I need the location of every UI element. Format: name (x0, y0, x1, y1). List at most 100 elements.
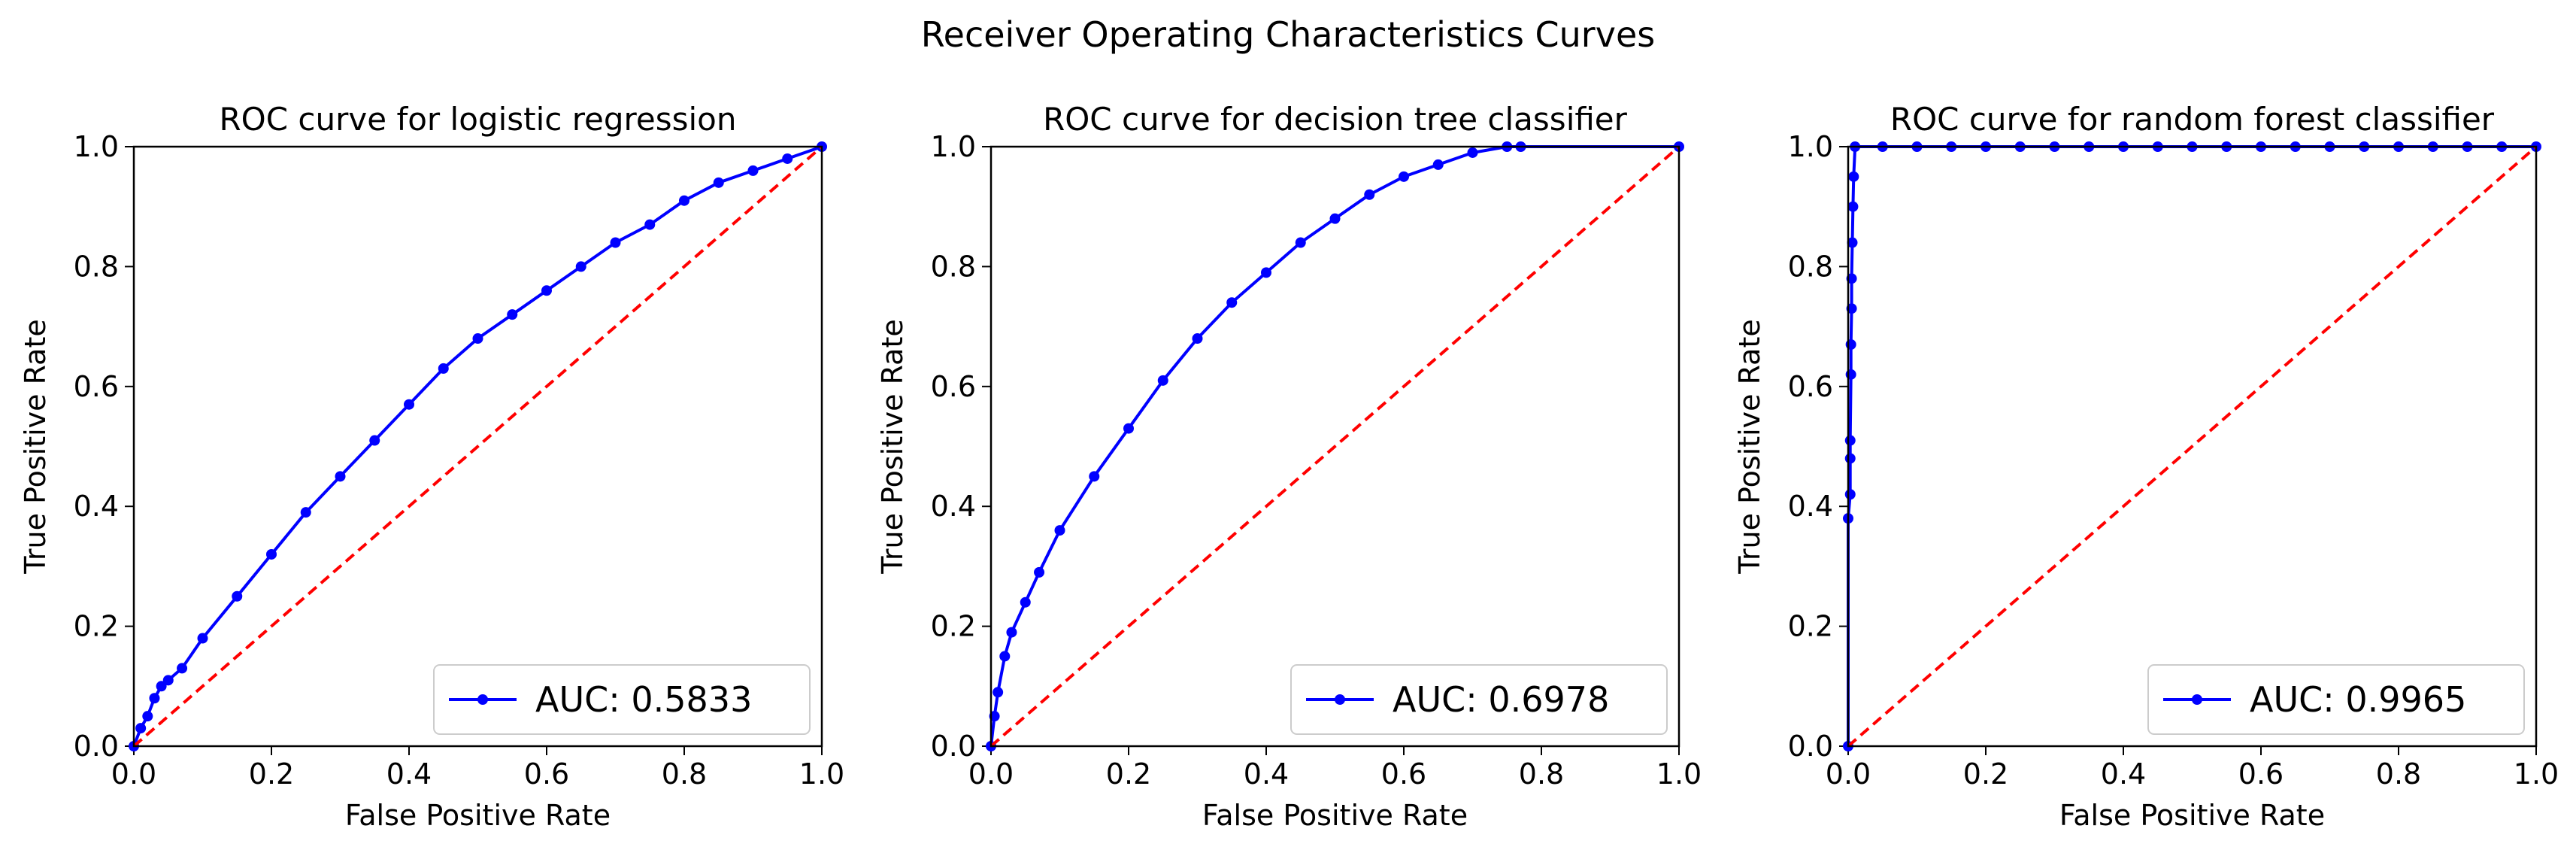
legend-label: AUC: 0.6978 (1393, 679, 1609, 720)
roc-point (1261, 267, 1271, 278)
roc-point (1847, 237, 1858, 248)
x-tick-label: 0.6 (2238, 757, 2284, 791)
x-tick-label: 0.2 (1106, 757, 1151, 791)
roc-point (156, 681, 167, 692)
roc-point (1192, 333, 1203, 345)
x-tick-label: 0.0 (968, 757, 1014, 791)
legend: AUC: 0.9965 (2147, 664, 2525, 735)
roc-point (1054, 525, 1065, 536)
legend: AUC: 0.6978 (1290, 664, 1668, 735)
x-tick-label: 0.0 (111, 757, 156, 791)
roc-point (404, 399, 414, 410)
y-tick-label: 0.8 (1788, 250, 1833, 283)
roc-panel-1: ROC curve for logistic regression 0.0 0.2 0… (19, 101, 844, 832)
roc-point (472, 333, 483, 345)
roc-point (177, 663, 188, 674)
roc-point (300, 507, 311, 518)
x-tick-label: 0.0 (1826, 757, 1871, 791)
panel-title: ROC curve for logistic regression (220, 101, 737, 138)
y-axis-label: True Positive Rate (19, 319, 52, 575)
roc-point (369, 435, 380, 446)
plot-area (986, 141, 1684, 751)
roc-point (1848, 171, 1859, 182)
roc-point (1020, 596, 1031, 608)
figure-suptitle: Receiver Operating Characteristics Curve… (921, 14, 1655, 55)
x-tick-label: 0.8 (662, 757, 707, 791)
legend: AUC: 0.5833 (433, 664, 811, 735)
y-tick-label: 0.2 (1788, 610, 1833, 643)
chance-diagonal-line (1847, 145, 2538, 748)
roc-panel-2: ROC curve for decision tree classifier 0.… (876, 101, 1702, 832)
roc-point (782, 153, 793, 164)
x-tick-label: 0.4 (386, 757, 432, 791)
y-tick-label: 0.4 (74, 490, 119, 523)
chance-diagonal-line (132, 145, 823, 748)
legend-label: AUC: 0.5833 (535, 679, 752, 720)
y-tick-label: 0.0 (1788, 730, 1833, 763)
x-tick-label: 0.4 (2101, 757, 2146, 791)
roc-point (1034, 566, 1045, 578)
axes-frame (989, 145, 1680, 748)
roc-point (1467, 147, 1478, 158)
roc-point (1123, 423, 1134, 434)
roc-point (747, 165, 759, 176)
legend-box (2147, 664, 2525, 735)
y-tick-label: 0.2 (931, 610, 976, 643)
roc-point (999, 651, 1011, 662)
y-tick-label: 0.0 (931, 730, 976, 763)
roc-point (993, 687, 1004, 698)
roc-point (1295, 237, 1306, 248)
roc-point (507, 309, 518, 320)
roc-point (266, 548, 277, 560)
y-tick-label: 0.8 (931, 250, 976, 283)
y-tick-label: 0.0 (74, 730, 119, 763)
y-tick-label: 0.8 (74, 250, 119, 283)
panel-title: ROC curve for decision tree classifier (1043, 101, 1628, 138)
roc-point (1399, 171, 1409, 182)
roc-point (162, 675, 174, 686)
x-tick-label: 1.0 (799, 757, 844, 791)
roc-point (713, 177, 724, 188)
legend-box (433, 664, 811, 735)
roc-point (197, 633, 208, 644)
roc-point (575, 261, 586, 272)
x-tick-label: 0.8 (1519, 757, 1564, 791)
y-axis-label: True Positive Rate (1733, 319, 1766, 575)
axes-frame (132, 145, 823, 748)
roc-point (1844, 489, 1856, 500)
roc-panel-3: ROC curve for random forest classifier 0.… (1733, 101, 2559, 832)
y-axis-label: True Positive Rate (876, 319, 909, 575)
y-tick-label: 0.4 (931, 490, 976, 523)
roc-point (1847, 201, 1859, 212)
chance-diagonal-line (989, 145, 1680, 748)
chart-panels: ROC curve for logistic regression 0.0 0.2 0… (19, 101, 2559, 832)
x-tick-label: 0.8 (2376, 757, 2421, 791)
axes-frame (1847, 145, 2538, 748)
x-axis-label: False Positive Rate (2059, 799, 2325, 832)
roc-point (232, 590, 243, 602)
x-tick-label: 0.6 (524, 757, 569, 791)
y-tick-label: 0.4 (1788, 490, 1833, 523)
y-tick-label: 1.0 (74, 130, 119, 163)
roc-point (335, 471, 346, 482)
x-tick-label: 0.2 (249, 757, 294, 791)
roc-point (1329, 213, 1341, 224)
y-tick-label: 0.2 (74, 610, 119, 643)
x-axis-label: False Positive Rate (1202, 799, 1468, 832)
y-tick-label: 1.0 (1788, 130, 1833, 163)
roc-point (1844, 435, 1856, 446)
roc-point (679, 195, 689, 206)
y-tick-label: 0.6 (1788, 370, 1833, 403)
roc-point (1364, 189, 1375, 200)
roc-point (644, 219, 656, 230)
roc-point (142, 711, 153, 722)
roc-point (1432, 159, 1444, 170)
y-tick-label: 0.6 (931, 370, 976, 403)
legend-marker-swatch (2192, 694, 2202, 705)
roc-point (438, 363, 449, 374)
roc-point (1089, 471, 1100, 482)
legend-label: AUC: 0.9965 (2250, 679, 2466, 720)
x-axis-label: False Positive Rate (345, 799, 611, 832)
roc-point (135, 723, 147, 734)
